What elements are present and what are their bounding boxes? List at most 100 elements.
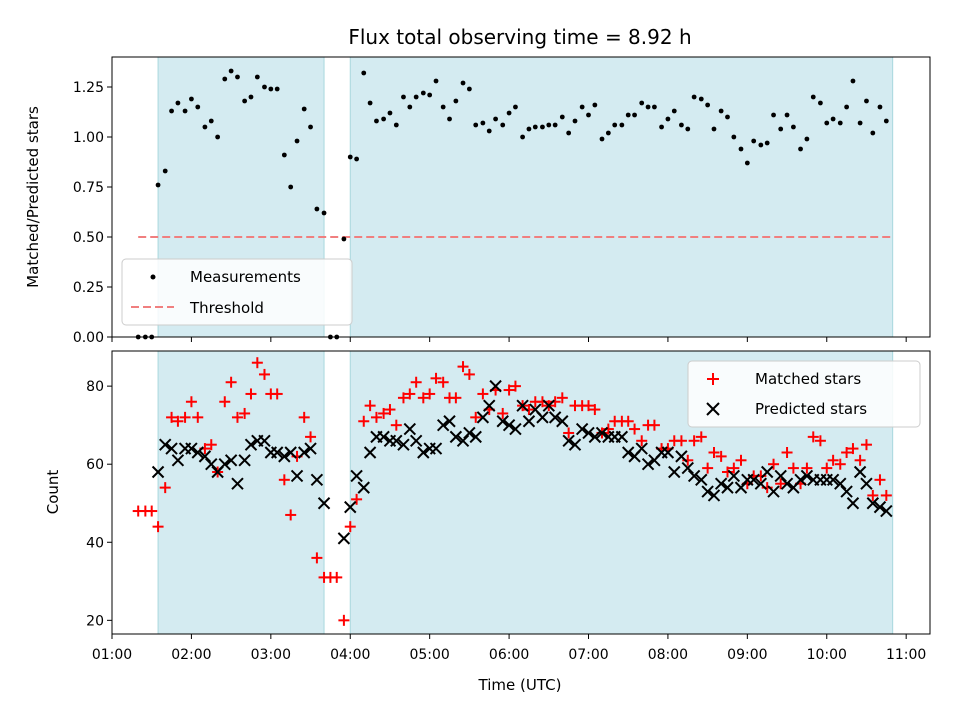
legend-label-matched: Matched stars xyxy=(755,370,861,388)
measurement-point xyxy=(321,210,327,216)
measurement-point xyxy=(619,122,625,128)
measurement-point xyxy=(460,80,466,86)
predicted-star-point xyxy=(707,489,721,502)
matched-star-point xyxy=(258,368,270,380)
matched-star-point xyxy=(463,368,475,380)
predicted-star-point xyxy=(695,473,708,487)
predicted-star-point xyxy=(800,469,814,483)
matched-star-point xyxy=(715,450,727,462)
predicted-star-point xyxy=(826,473,840,487)
measurement-point xyxy=(466,86,472,92)
predicted-star-point xyxy=(290,469,304,483)
measurement-point xyxy=(870,130,876,136)
xtick-label: 02:00 xyxy=(171,647,211,663)
predicted-star-point xyxy=(304,442,317,455)
measurement-point xyxy=(235,74,240,80)
measurement-point xyxy=(427,92,433,98)
matched-star-point xyxy=(477,388,489,400)
matched-star-point xyxy=(192,411,204,423)
chart-title: Flux total observing time = 8.92 h xyxy=(348,25,691,49)
matched-star-point xyxy=(768,458,780,470)
predicted-star-point xyxy=(198,450,212,463)
predicted-star-point xyxy=(238,454,251,467)
top-ytick-label: 0.75 xyxy=(73,180,104,196)
matched-star-point xyxy=(629,423,641,435)
measurement-point xyxy=(830,116,836,122)
measurement-point xyxy=(361,70,367,76)
measurement-point xyxy=(254,74,260,80)
bottom-ytick-label: 20 xyxy=(86,613,104,629)
matched-star-point xyxy=(728,462,740,474)
measurement-point xyxy=(520,134,525,140)
measurement-point xyxy=(844,104,850,110)
measurement-point xyxy=(347,154,353,160)
predicted-star-point xyxy=(575,422,589,436)
measurement-point xyxy=(473,122,479,128)
measurement-point xyxy=(718,108,724,114)
top-panel-ylabel: Matched/Predicted stars xyxy=(24,106,42,288)
predicted-star-point xyxy=(767,485,780,498)
legend-label-predicted: Predicted stars xyxy=(755,400,867,418)
matched-star-point xyxy=(503,384,515,396)
matched-star-point xyxy=(152,521,164,533)
measurement-point xyxy=(500,122,506,128)
predicted-star-point xyxy=(496,415,509,428)
matched-star-point xyxy=(390,419,402,431)
measurement-point xyxy=(546,122,552,128)
measurement-point xyxy=(572,118,578,124)
matched-star-point xyxy=(172,415,184,427)
matched-star-point xyxy=(285,509,297,521)
measurement-point xyxy=(744,160,750,166)
predicted-star-point xyxy=(337,532,351,545)
matched-star-point xyxy=(159,482,171,494)
matched-star-point xyxy=(417,392,429,404)
xtick-label: 08:00 xyxy=(648,647,688,663)
measurement-point xyxy=(169,108,174,114)
measurement-point xyxy=(381,116,387,122)
matched-star-point xyxy=(801,462,813,474)
matched-star-point xyxy=(589,404,601,416)
predicted-star-point xyxy=(721,481,734,494)
measurement-point xyxy=(751,138,757,144)
measurement-point xyxy=(262,84,267,90)
measurement-point xyxy=(162,168,168,174)
predicted-star-point xyxy=(661,446,675,459)
measurement-point xyxy=(711,126,717,132)
matched-star-point xyxy=(583,400,595,412)
matched-star-point xyxy=(410,376,422,388)
matched-star-point xyxy=(636,435,648,447)
measurement-point xyxy=(725,114,730,120)
matched-star-point xyxy=(563,427,575,439)
measurement-point xyxy=(652,104,657,110)
measurement-point xyxy=(566,130,572,136)
predicted-star-point xyxy=(568,438,582,451)
predicted-star-point xyxy=(734,481,748,494)
measurement-point xyxy=(354,156,360,162)
predicted-star-point xyxy=(727,469,741,483)
matched-star-point xyxy=(821,462,833,474)
matched-star-point xyxy=(814,435,826,447)
matched-star-point xyxy=(384,404,396,416)
measurement-point xyxy=(367,100,373,106)
matched-star-point xyxy=(622,415,634,427)
matched-star-point xyxy=(225,376,237,388)
bottom-legend: Matched stars Predicted stars xyxy=(687,360,921,428)
top-ytick-label: 1.00 xyxy=(73,130,104,146)
predicted-star-point xyxy=(595,426,609,440)
predicted-star-point xyxy=(760,465,774,479)
predicted-star-point xyxy=(185,442,198,455)
measurement-point xyxy=(155,182,161,188)
measurement-point xyxy=(222,76,228,82)
measurement-point xyxy=(552,122,558,128)
predicted-star-point xyxy=(509,422,522,436)
measurement-point xyxy=(314,206,320,212)
matched-star-point xyxy=(378,407,390,419)
measurement-point xyxy=(215,134,221,140)
matched-star-point xyxy=(331,571,343,583)
matched-star-point xyxy=(688,435,700,447)
predicted-star-point xyxy=(548,411,562,424)
predicted-star-point xyxy=(390,434,403,447)
measurement-point xyxy=(341,236,347,242)
predicted-star-point xyxy=(846,497,860,510)
matched-star-point xyxy=(305,431,317,443)
